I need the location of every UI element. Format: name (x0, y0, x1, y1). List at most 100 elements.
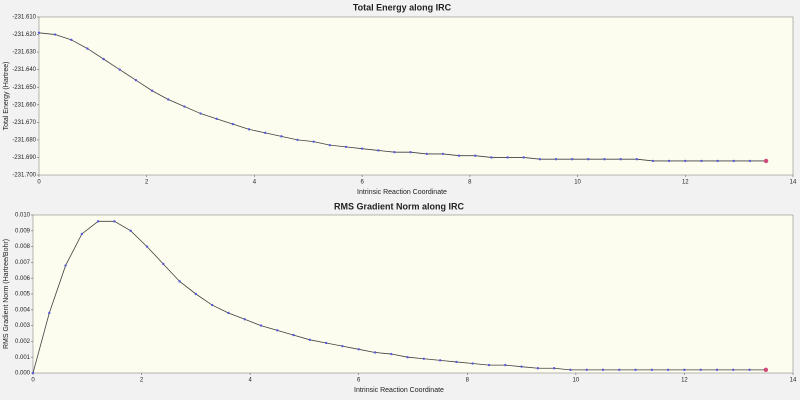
data-point (80, 232, 84, 236)
data-point (585, 368, 588, 372)
data-point (324, 341, 328, 345)
data-point (651, 159, 655, 163)
data-point (455, 360, 458, 364)
data-point (601, 368, 605, 372)
data-point (700, 159, 703, 163)
data-point (145, 245, 149, 248)
x-tick-label: 8 (468, 180, 472, 186)
data-point (227, 311, 230, 315)
y-tick-label: -231.670 (12, 120, 36, 126)
data-point (360, 147, 364, 150)
data-point (259, 324, 263, 327)
data-point (328, 143, 332, 147)
data-point (373, 351, 377, 354)
data-point (667, 159, 671, 163)
data-point (748, 368, 751, 372)
data-point (422, 357, 426, 360)
data-point (231, 122, 235, 126)
plot-area (38, 16, 794, 176)
data-point (150, 89, 154, 92)
data-point (53, 33, 57, 36)
chart-title: Total Energy along IRC (353, 2, 452, 12)
plot-area (32, 214, 794, 374)
data-point (438, 359, 442, 362)
x-tick-label: 4 (248, 378, 252, 384)
x-axis-label: Intrinsic Reaction Coordinate (357, 189, 447, 196)
data-point (474, 154, 477, 157)
x-tick-label: 14 (790, 180, 797, 186)
data-point (113, 220, 116, 223)
y-tick-label: -231.680 (12, 137, 36, 143)
data-point (296, 138, 299, 142)
y-tick-label: 0.008 (15, 244, 31, 250)
data-point (603, 158, 606, 161)
x-tick-label: 4 (253, 180, 257, 186)
data-point (425, 152, 428, 156)
y-tick-label: -231.650 (12, 85, 36, 91)
x-tick-label: 14 (790, 378, 797, 384)
data-point (409, 150, 412, 154)
data-point (341, 344, 344, 348)
data-point (393, 150, 396, 154)
data-point (552, 367, 556, 370)
data-point (506, 156, 509, 159)
x-tick-label: 0 (31, 378, 35, 384)
x-tick-label: 2 (140, 378, 144, 384)
y-tick-label: -231.630 (12, 50, 36, 56)
x-tick-label: 12 (682, 180, 689, 186)
data-point (37, 31, 41, 34)
y-tick-label: 0.009 (15, 228, 31, 234)
data-point (312, 140, 315, 143)
data-point (280, 135, 283, 138)
data-point (650, 368, 654, 372)
data-point (569, 368, 572, 372)
data-point (247, 128, 251, 131)
data-point (264, 131, 267, 135)
data-point (276, 329, 279, 332)
data-point (129, 229, 132, 232)
data-point (522, 156, 525, 159)
data-point (96, 220, 100, 223)
y-axis-label: Total Energy (Hartree) (3, 62, 10, 131)
data-point (715, 368, 719, 372)
data-point (748, 159, 752, 163)
x-tick-label: 12 (681, 378, 688, 384)
data-point (538, 158, 542, 161)
x-tick-label: 6 (360, 180, 364, 186)
data-point (215, 117, 218, 121)
data-point (504, 363, 507, 367)
y-tick-label: 0.004 (15, 307, 31, 313)
data-point (441, 152, 445, 156)
y-tick-label: 0.003 (15, 323, 31, 329)
data-point (48, 311, 51, 315)
data-point (763, 158, 769, 164)
data-point (732, 368, 735, 372)
data-point (635, 158, 639, 161)
y-tick-label: 0.002 (15, 339, 31, 345)
data-point (763, 367, 769, 373)
data-point (308, 338, 312, 342)
y-tick-label: 0.006 (15, 276, 31, 282)
data-point (390, 352, 393, 356)
y-tick-label: 0.010 (15, 213, 31, 219)
data-point (64, 264, 67, 267)
data-point (634, 368, 637, 372)
y-tick-label: -231.610 (12, 15, 36, 21)
data-point (344, 145, 348, 149)
data-point (178, 280, 181, 283)
data-point (732, 159, 735, 163)
data-point (457, 154, 461, 157)
x-tick-label: 6 (357, 378, 361, 384)
data-point (619, 158, 622, 161)
y-tick-label: -231.660 (12, 102, 36, 108)
y-tick-label: -231.620 (12, 32, 36, 38)
y-tick-label: 0.001 (15, 355, 31, 361)
data-point (377, 149, 380, 152)
data-point (406, 356, 409, 359)
data-point (683, 368, 686, 372)
data-point (199, 112, 202, 115)
data-point (86, 47, 89, 50)
data-point (292, 333, 295, 337)
data-point (536, 367, 540, 370)
